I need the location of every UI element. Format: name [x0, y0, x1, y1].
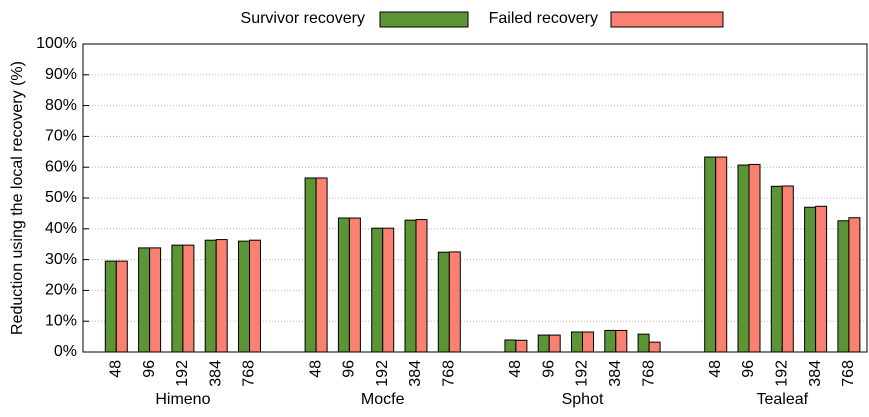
bar: [149, 247, 162, 353]
x-tick-label: 768: [640, 360, 657, 387]
bar: [571, 331, 583, 353]
x-tick-label: 192: [774, 360, 791, 387]
bar: [115, 260, 128, 353]
legend-swatch: [379, 11, 469, 28]
bar: [348, 217, 361, 353]
bar: [815, 205, 828, 353]
bar: [182, 244, 195, 353]
group-label: Mocfe: [361, 391, 405, 408]
y-tick-label: 80%: [45, 97, 77, 114]
x-tick-label: 192: [574, 360, 591, 387]
bar: [371, 227, 384, 353]
x-tick-label: 192: [374, 360, 391, 387]
bar: [204, 239, 217, 353]
bar: [615, 329, 628, 353]
bar: [238, 240, 250, 353]
bar: [582, 331, 594, 353]
x-tick-label: 96: [540, 360, 557, 378]
x-tick-label: 48: [108, 360, 125, 378]
y-tick-label: 0%: [54, 343, 77, 360]
group-label: Tealeaf: [757, 391, 809, 408]
bar: [548, 334, 561, 353]
legend-label: Failed recovery: [489, 10, 598, 27]
bar: [837, 220, 850, 353]
bar: [504, 339, 517, 353]
bar: [382, 227, 395, 353]
bar: [104, 260, 117, 353]
bar: [737, 164, 750, 353]
x-tick-label: 96: [740, 360, 757, 378]
x-tick-label: 96: [341, 360, 358, 378]
x-tick-label: 384: [207, 360, 224, 387]
bar: [448, 251, 461, 353]
y-tick-label: 60%: [45, 158, 77, 175]
y-axis-label: Reduction using the local recovery (%): [9, 61, 26, 335]
y-tick-label: 10%: [45, 312, 77, 329]
bar: [215, 239, 228, 353]
y-tick-label: 30%: [45, 251, 77, 268]
bar: [604, 329, 617, 353]
bar: [315, 177, 328, 353]
x-tick-label: 192: [174, 360, 191, 387]
x-tick-label: 96: [141, 360, 158, 378]
x-tick-label: 48: [507, 360, 524, 378]
x-tick-label: 768: [441, 360, 458, 387]
group-label: Sphot: [562, 391, 604, 408]
bar: [715, 156, 728, 353]
bar: [304, 177, 317, 353]
bar: [804, 206, 817, 353]
bar: [748, 163, 761, 353]
legend-swatch: [610, 11, 724, 28]
x-tick-label: 768: [840, 360, 857, 387]
bar: [704, 156, 717, 353]
plot-frame: [82, 43, 868, 353]
x-tick-label: 48: [307, 360, 324, 378]
x-tick-label: 768: [241, 360, 258, 387]
legend-label: Survivor recovery: [241, 10, 365, 27]
y-tick-label: 20%: [45, 282, 77, 299]
bar: [637, 333, 650, 353]
bar: [537, 334, 550, 353]
bar: [648, 341, 661, 353]
bar: [138, 247, 151, 353]
x-tick-label: 48: [707, 360, 724, 378]
bar: [415, 219, 428, 353]
bar: [781, 185, 794, 353]
group-label: Himeno: [155, 391, 210, 408]
bar: [337, 217, 350, 353]
x-tick-label: 384: [807, 360, 824, 387]
bar: [437, 251, 450, 353]
bar: [249, 239, 261, 353]
x-tick-label: 384: [407, 360, 424, 387]
bar: [515, 339, 528, 353]
bar: [848, 217, 861, 353]
bar: [404, 219, 417, 353]
y-tick-label: 40%: [45, 220, 77, 237]
y-tick-label: 50%: [45, 189, 77, 206]
x-tick-label: 384: [607, 360, 624, 387]
y-tick-label: 70%: [45, 128, 77, 145]
bar: [171, 244, 184, 353]
y-tick-label: 90%: [45, 66, 77, 83]
y-tick-label: 100%: [36, 35, 77, 52]
bar: [770, 185, 783, 353]
